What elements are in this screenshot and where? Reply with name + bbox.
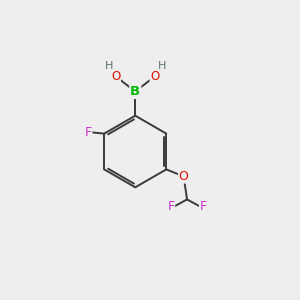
Text: F: F: [85, 126, 92, 139]
Text: O: O: [179, 170, 188, 183]
Text: H: H: [104, 61, 113, 71]
Text: F: F: [200, 200, 207, 213]
Text: H: H: [158, 61, 166, 71]
Text: O: O: [111, 70, 120, 83]
Text: B: B: [130, 85, 140, 98]
Text: O: O: [150, 70, 160, 83]
Text: F: F: [167, 200, 175, 213]
